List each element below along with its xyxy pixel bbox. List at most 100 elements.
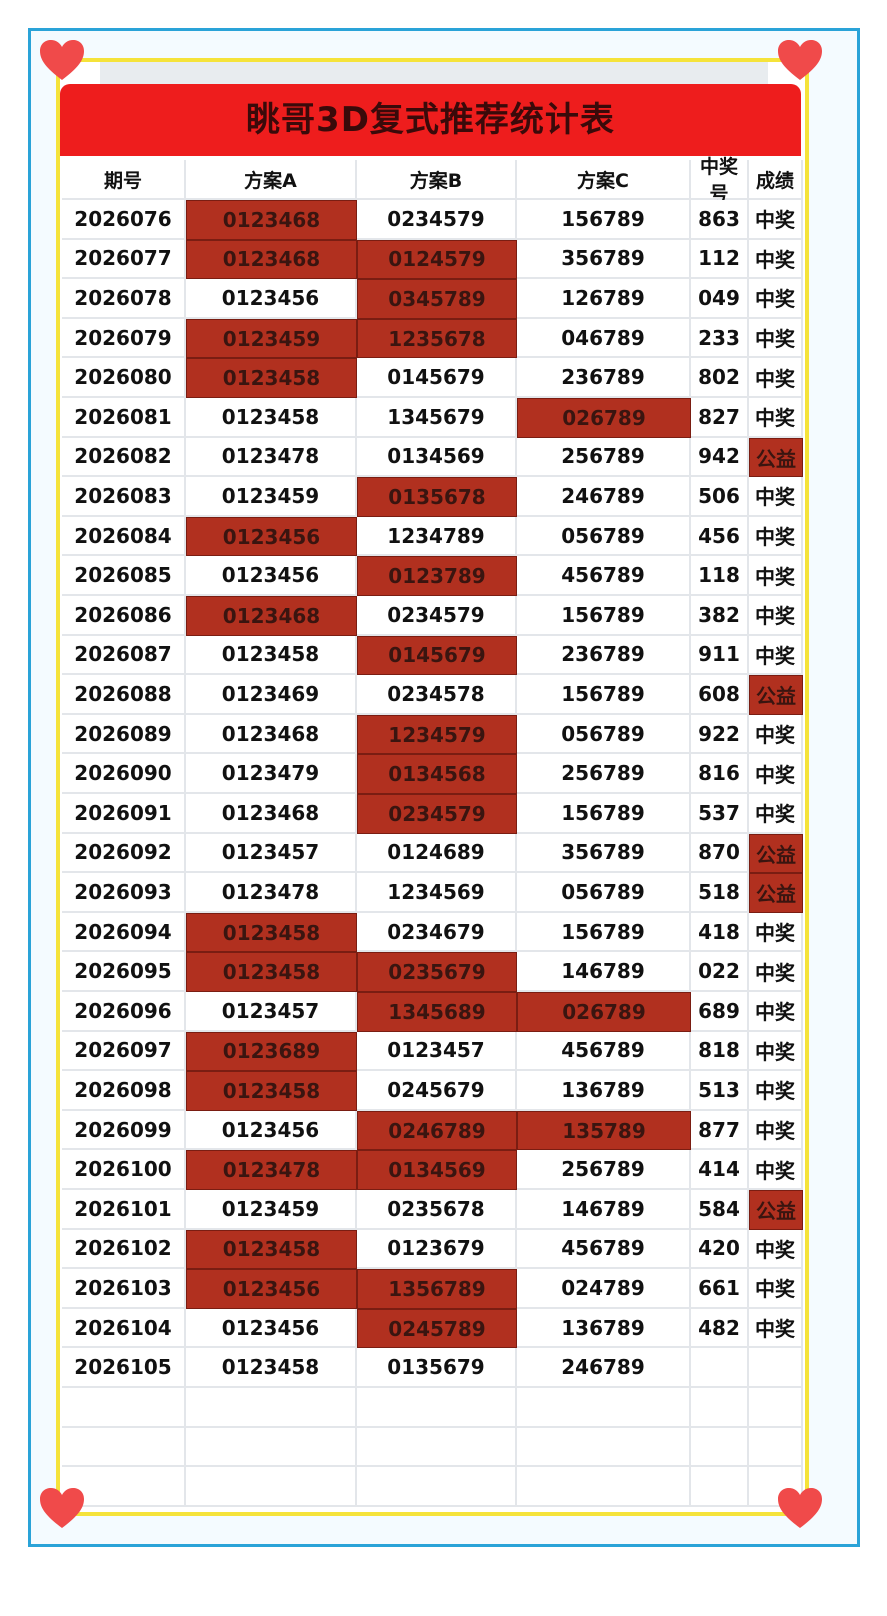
table-cell: 中奖: [749, 358, 803, 398]
table-cell: 827: [691, 398, 749, 438]
table-cell: 1234569: [357, 873, 517, 913]
table-cell: 2026081: [62, 398, 186, 438]
empty-cell: [357, 1467, 517, 1507]
title: 眺哥3D复式推荐统计表: [60, 84, 801, 156]
table-cell: 0123469: [186, 675, 357, 715]
table-cell: 2026104: [62, 1308, 186, 1349]
table-cell: 0245789: [357, 1308, 517, 1349]
table-cell: 0123457: [357, 1031, 517, 1072]
table-cell: 中奖: [749, 635, 803, 676]
table-cell: 0123468: [186, 596, 357, 636]
table-cell: 156789: [517, 596, 691, 636]
table-cell: 2026091: [62, 794, 186, 834]
table-cell: 中奖: [749, 952, 803, 992]
table-cell: 608: [691, 675, 749, 715]
table-cell: 0123457: [186, 992, 357, 1032]
empty-cell: [749, 1388, 803, 1428]
table-cell: 0123457: [186, 833, 357, 874]
table-cell: 0123478: [186, 873, 357, 913]
table-cell: 049: [691, 279, 749, 319]
table-cell: 公益: [749, 675, 803, 715]
table-cell: 0123456: [186, 1269, 357, 1309]
table-cell: 246789: [517, 1348, 691, 1388]
table-cell: 0123468: [186, 714, 357, 755]
table-cell: 024789: [517, 1269, 691, 1309]
table-cell: 2026102: [62, 1229, 186, 1270]
table-cell: 420: [691, 1229, 749, 1270]
table-cell: 0234579: [357, 596, 517, 636]
table-cell: 0123468: [186, 239, 357, 280]
table-cell: 中奖: [749, 714, 803, 755]
empty-cell: [517, 1467, 691, 1507]
table-cell: 112: [691, 239, 749, 280]
table-cell: 126789: [517, 279, 691, 319]
table-cell: 026789: [517, 992, 691, 1032]
table-cell: 0235679: [357, 952, 517, 992]
table-cell: 0123456: [186, 1308, 357, 1349]
empty-cell: [62, 1427, 186, 1468]
table-cell: 911: [691, 635, 749, 676]
table-cell: 802: [691, 358, 749, 398]
table-cell: 136789: [517, 1071, 691, 1111]
table-cell: 0123458: [186, 358, 357, 398]
table-cell: 2026076: [62, 200, 186, 240]
table-cell: 246789: [517, 477, 691, 517]
table-cell: 0134569: [357, 1150, 517, 1190]
table-cell: 135789: [517, 1110, 691, 1151]
table-cell: 中奖: [749, 398, 803, 438]
table-cell: 056789: [517, 873, 691, 913]
table-cell: 689: [691, 992, 749, 1032]
table-cell: 0234579: [357, 794, 517, 834]
table-cell: 1235678: [357, 318, 517, 359]
table-cell: 中奖: [749, 1150, 803, 1190]
table-cell: 2026098: [62, 1071, 186, 1111]
table-cell: 0123679: [357, 1229, 517, 1270]
table-cell: 506: [691, 477, 749, 517]
table-cell: 中奖: [749, 1269, 803, 1309]
table-cell: 584: [691, 1190, 749, 1230]
table-cell: 1234579: [357, 714, 517, 755]
table-cell: 0123478: [186, 437, 357, 478]
table-cell: 中奖: [749, 318, 803, 359]
table-cell: 0123789: [357, 556, 517, 596]
table-cell: 0123456: [186, 556, 357, 596]
heart-icon: [40, 1488, 84, 1528]
table-cell: 公益: [749, 833, 803, 874]
table-cell: 256789: [517, 754, 691, 794]
empty-cell: [749, 1348, 803, 1388]
table-cell: 1356789: [357, 1269, 517, 1309]
table-cell: 公益: [749, 873, 803, 913]
table-cell: 0123689: [186, 1031, 357, 1072]
table-cell: 0123458: [186, 952, 357, 992]
table-cell: 0123458: [186, 1348, 357, 1388]
table-cell: 0123458: [186, 635, 357, 676]
table-cell: 0234578: [357, 675, 517, 715]
empty-cell: [691, 1348, 749, 1388]
table-cell: 156789: [517, 794, 691, 834]
empty-cell: [691, 1467, 749, 1507]
table-cell: 146789: [517, 952, 691, 992]
table-cell: 2026089: [62, 714, 186, 755]
table-cell: 0123456: [186, 516, 357, 557]
table-cell: 中奖: [749, 1229, 803, 1270]
table-cell: 2026087: [62, 635, 186, 676]
table-cell: 方案A: [186, 160, 357, 200]
table-cell: 中奖: [749, 1071, 803, 1111]
table-cell: 456: [691, 516, 749, 557]
table-cell: 0123479: [186, 754, 357, 794]
table-cell: 922: [691, 714, 749, 755]
table-cell: 022: [691, 952, 749, 992]
table-cell: 2026078: [62, 279, 186, 319]
top-strip: [100, 62, 768, 84]
table-cell: 418: [691, 912, 749, 953]
table-cell: 0124689: [357, 833, 517, 874]
table-cell: 156789: [517, 200, 691, 240]
table-cell: 中奖: [749, 516, 803, 557]
table-cell: 056789: [517, 714, 691, 755]
table-cell: 118: [691, 556, 749, 596]
table-cell: 中奖: [749, 992, 803, 1032]
table-cell: 456789: [517, 556, 691, 596]
table-cell: 2026096: [62, 992, 186, 1032]
table-cell: 2026086: [62, 596, 186, 636]
table-cell: 2026084: [62, 516, 186, 557]
